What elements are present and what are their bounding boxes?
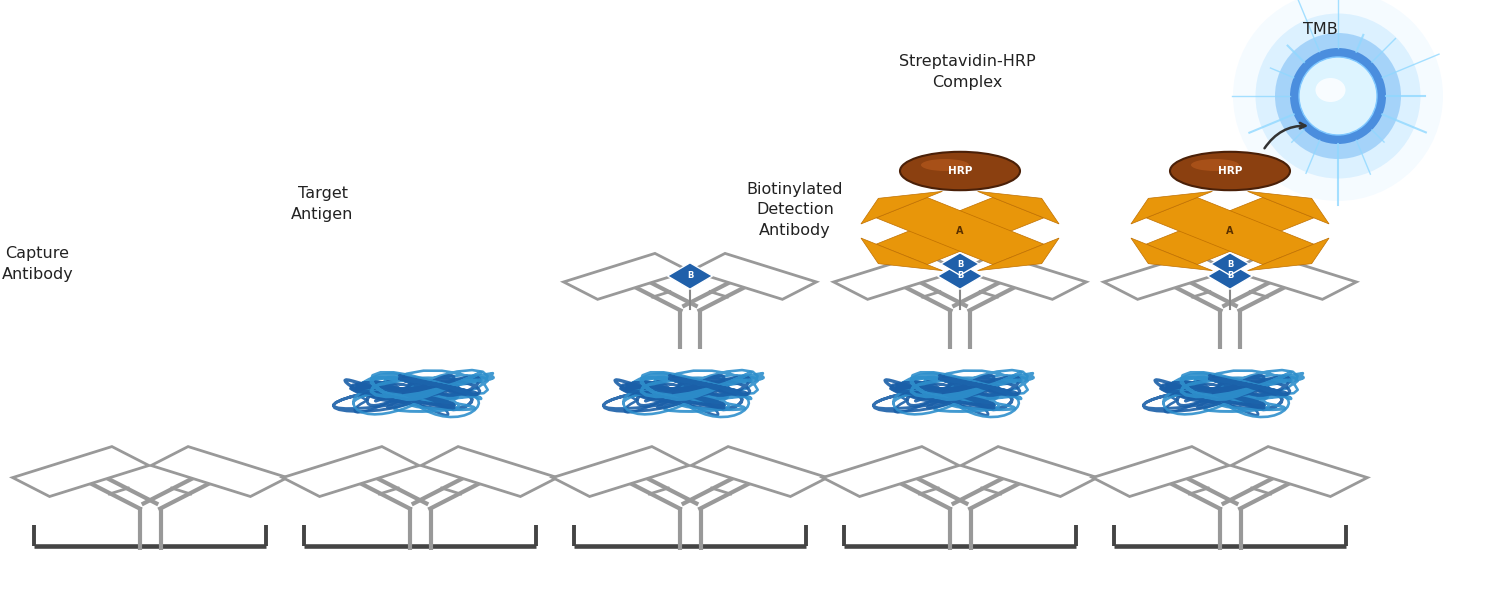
Polygon shape [978, 238, 1059, 271]
Polygon shape [1232, 253, 1356, 299]
Polygon shape [1146, 197, 1314, 265]
Text: TMB: TMB [1302, 22, 1338, 37]
Polygon shape [1232, 446, 1368, 497]
Ellipse shape [900, 152, 1020, 190]
Text: HRP: HRP [948, 166, 972, 176]
Text: HRP: HRP [1218, 166, 1242, 176]
Ellipse shape [921, 159, 969, 171]
Text: Target
Antigen: Target Antigen [291, 186, 354, 221]
Polygon shape [282, 446, 418, 497]
Polygon shape [962, 446, 1098, 497]
Ellipse shape [1233, 0, 1443, 201]
Ellipse shape [1191, 159, 1239, 171]
Polygon shape [1208, 263, 1252, 289]
Ellipse shape [1170, 152, 1290, 190]
Polygon shape [978, 191, 1059, 224]
Polygon shape [834, 253, 958, 299]
Text: Streptavidin-HRP
Complex: Streptavidin-HRP Complex [898, 54, 1036, 89]
Polygon shape [422, 446, 558, 497]
Text: B: B [1227, 260, 1233, 269]
Polygon shape [1248, 238, 1329, 271]
Polygon shape [552, 446, 688, 497]
Polygon shape [1248, 191, 1329, 224]
Polygon shape [938, 263, 982, 289]
Polygon shape [12, 446, 148, 497]
Polygon shape [962, 253, 1086, 299]
Polygon shape [1104, 253, 1228, 299]
Polygon shape [1210, 253, 1249, 275]
Text: Biotinylated
Detection
Antibody: Biotinylated Detection Antibody [747, 182, 843, 238]
Polygon shape [152, 446, 288, 497]
Text: B: B [687, 271, 693, 280]
Polygon shape [692, 446, 828, 497]
Polygon shape [1131, 238, 1212, 271]
Polygon shape [876, 197, 1044, 265]
Polygon shape [876, 197, 1044, 265]
Polygon shape [692, 253, 816, 299]
Polygon shape [1092, 446, 1228, 497]
Polygon shape [861, 191, 942, 224]
Ellipse shape [1256, 13, 1420, 179]
Polygon shape [822, 446, 958, 497]
Text: Capture
Antibody: Capture Antibody [2, 246, 74, 281]
Polygon shape [940, 253, 980, 275]
Polygon shape [1146, 197, 1314, 265]
Ellipse shape [1275, 33, 1401, 159]
Ellipse shape [1316, 78, 1346, 102]
Polygon shape [1131, 191, 1212, 224]
Text: B: B [1227, 271, 1233, 280]
Polygon shape [668, 263, 712, 289]
Text: A: A [957, 226, 963, 236]
Ellipse shape [1290, 48, 1386, 144]
Text: A: A [1227, 226, 1233, 236]
Polygon shape [861, 238, 942, 271]
Ellipse shape [1299, 57, 1377, 135]
Text: B: B [957, 271, 963, 280]
Polygon shape [564, 253, 688, 299]
Text: B: B [957, 260, 963, 269]
